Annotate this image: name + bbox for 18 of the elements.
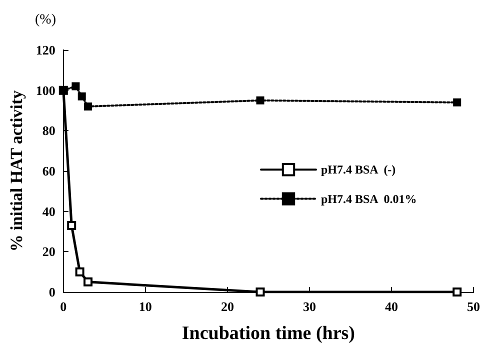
x-tick-label: 40 bbox=[384, 299, 398, 314]
y-tick-label: 100 bbox=[36, 82, 56, 98]
y-tick-label: 120 bbox=[36, 42, 56, 58]
legend-label: pH7.4 BSA (-) bbox=[321, 162, 396, 177]
legend-label: pH7.4 BSA 0.01% bbox=[321, 192, 417, 206]
y-tick-label: 0 bbox=[48, 284, 56, 300]
x-tick-label: 30 bbox=[302, 299, 316, 314]
x-tick-label: 50 bbox=[467, 299, 480, 314]
y-tick-label: 80 bbox=[42, 123, 56, 138]
x-tick-label: 0 bbox=[60, 299, 67, 314]
y-axis-title: % initial HAT activity bbox=[7, 90, 26, 252]
y-tick-label: 20 bbox=[42, 244, 56, 260]
y-tick-label: 40 bbox=[42, 204, 56, 219]
x-tick-label: 20 bbox=[220, 299, 234, 314]
x-tick-label: 10 bbox=[138, 299, 152, 314]
text: (%) bbox=[35, 12, 56, 28]
x-axis-title: Incubation time (hrs) bbox=[182, 323, 356, 344]
y-tick-label: 60 bbox=[42, 164, 56, 178]
